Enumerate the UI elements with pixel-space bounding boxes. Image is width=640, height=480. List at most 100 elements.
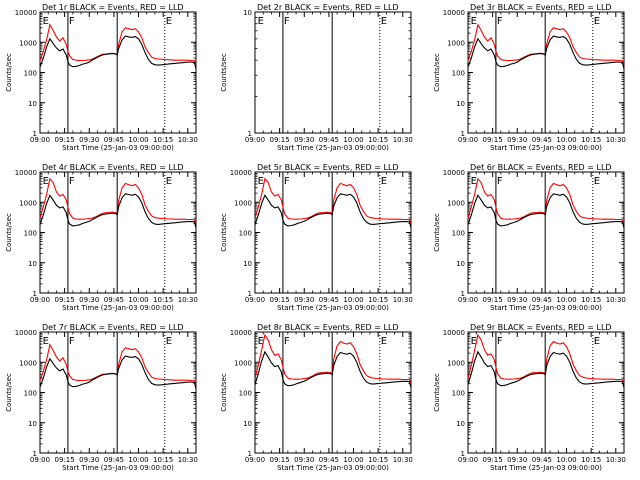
x-tick-label: 10:15 xyxy=(368,456,388,464)
x-tick-label: 09:15 xyxy=(55,296,75,304)
y-axis-label: Counts/sec xyxy=(433,373,441,412)
y-tick-label: 1 xyxy=(461,450,465,458)
marker-label: E xyxy=(166,176,172,187)
y-axis-label: Counts/sec xyxy=(5,53,13,92)
series-line-events xyxy=(467,193,625,229)
x-tick-label: 09:00 xyxy=(458,296,478,304)
x-tick-label: 09:45 xyxy=(104,296,124,304)
panel-det-1r: Det 1r BLACK = Events, RED = LLD 1 10 100 10… xyxy=(5,3,198,152)
x-tick-label: 10:30 xyxy=(393,136,413,144)
series-line-lld xyxy=(39,23,197,65)
y-tick-label: 1 xyxy=(461,290,465,298)
x-tick-label: 09:45 xyxy=(532,136,552,144)
panel-det-5r: Det 5r BLACK = Events, RED = LLD 1 10 100 10… xyxy=(220,163,413,312)
y-axis-label: Counts/sec xyxy=(220,373,228,412)
marker-label: E xyxy=(166,336,172,347)
y-tick-label: 1000 xyxy=(234,359,252,367)
series-line-events xyxy=(39,355,197,390)
y-tick-label: 100 xyxy=(452,70,465,78)
y-axis-label: Counts/sec xyxy=(5,373,13,412)
marker-label: E xyxy=(258,176,264,187)
marker-label: F xyxy=(284,16,290,27)
panel-det-8r: Det 8r BLACK = Events, RED = LLD 1 10 100 10… xyxy=(220,323,413,472)
x-axis-label: Start Time (25-Jan-03 09:00:00) xyxy=(277,304,389,312)
x-tick-label: 09:45 xyxy=(532,456,552,464)
series-line-lld xyxy=(254,177,412,224)
x-tick-label: 10:15 xyxy=(581,456,601,464)
x-tick-label: 09:30 xyxy=(79,456,99,464)
x-tick-label: 09:15 xyxy=(270,456,290,464)
x-tick-label: 09:30 xyxy=(294,456,314,464)
series-line-events xyxy=(254,193,412,229)
x-tick-label: 09:15 xyxy=(483,136,503,144)
x-axis-label: Start Time (25-Jan-03 09:00:00) xyxy=(277,464,389,472)
series-line-events xyxy=(467,350,625,388)
y-axis-label: Counts/sec xyxy=(220,53,228,92)
marker-label: F xyxy=(284,176,290,187)
series-line-lld xyxy=(39,343,197,385)
plot-frame xyxy=(254,171,412,294)
x-tick-label: 09:00 xyxy=(30,296,50,304)
y-tick-label: 1000 xyxy=(19,359,37,367)
x-tick-label: 09:15 xyxy=(55,136,75,144)
y-tick-label: 10 xyxy=(28,260,37,268)
x-tick-label: 10:00 xyxy=(128,456,148,464)
x-tick-label: 09:00 xyxy=(30,136,50,144)
series-line-lld xyxy=(467,23,625,65)
marker-label: F xyxy=(497,16,503,27)
plot-frame xyxy=(467,171,625,294)
x-tick-label: 10:30 xyxy=(178,296,198,304)
marker-label: E xyxy=(258,16,264,27)
y-axis-label: Counts/sec xyxy=(433,53,441,92)
x-tick-label: 10:00 xyxy=(343,296,363,304)
x-tick-label: 09:15 xyxy=(270,136,290,144)
panel-title: Det 9r BLACK = Events, RED = LLD xyxy=(470,323,612,332)
marker-label: E xyxy=(258,336,264,347)
marker-label: E xyxy=(471,176,477,187)
y-tick-label: 100 xyxy=(452,390,465,398)
plot-frame xyxy=(254,331,412,454)
y-tick-label: 10 xyxy=(243,9,252,17)
marker-label: F xyxy=(69,336,75,347)
series-line-lld xyxy=(39,177,197,224)
y-tick-label: 1000 xyxy=(234,199,252,207)
y-tick-label: 1000 xyxy=(447,359,465,367)
y-tick-label: 10 xyxy=(243,420,252,428)
x-tick-label: 10:30 xyxy=(606,136,626,144)
panel-det-6r: Det 6r BLACK = Events, RED = LLD 1 10 100 10… xyxy=(433,163,626,312)
panel-title: Det 4r BLACK = Events, RED = LLD xyxy=(42,163,184,172)
x-tick-label: 09:15 xyxy=(483,296,503,304)
panel-det-4r: Det 4r BLACK = Events, RED = LLD 1 10 100 10… xyxy=(5,163,198,312)
x-tick-label: 10:00 xyxy=(343,136,363,144)
x-tick-label: 10:30 xyxy=(393,456,413,464)
marker-label: F xyxy=(69,16,75,27)
x-axis-label: Start Time (25-Jan-03 09:00:00) xyxy=(62,304,174,312)
x-axis-label: Start Time (25-Jan-03 09:00:00) xyxy=(277,144,389,152)
series-line-lld xyxy=(467,333,625,384)
y-tick-label: 10 xyxy=(28,420,37,428)
x-tick-label: 09:45 xyxy=(319,296,339,304)
y-tick-label: 1 xyxy=(248,130,252,138)
x-tick-label: 09:00 xyxy=(30,456,50,464)
x-tick-label: 10:15 xyxy=(368,296,388,304)
marker-label: E xyxy=(594,16,600,27)
x-tick-label: 10:00 xyxy=(556,456,576,464)
x-tick-label: 09:30 xyxy=(507,296,527,304)
x-tick-label: 09:15 xyxy=(270,296,290,304)
x-tick-label: 09:30 xyxy=(79,136,99,144)
panel-title: Det 2r BLACK = Events, RED = LLD xyxy=(257,3,399,12)
y-tick-label: 100 xyxy=(239,230,252,238)
x-tick-label: 10:00 xyxy=(128,136,148,144)
x-tick-label: 10:30 xyxy=(393,296,413,304)
x-tick-label: 09:45 xyxy=(532,296,552,304)
y-tick-label: 1 xyxy=(248,450,252,458)
panel-title: Det 3r BLACK = Events, RED = LLD xyxy=(470,3,612,12)
x-tick-label: 09:45 xyxy=(104,456,124,464)
y-tick-label: 10 xyxy=(243,260,252,268)
x-tick-label: 09:00 xyxy=(245,296,265,304)
x-tick-label: 10:00 xyxy=(556,136,576,144)
y-tick-label: 10 xyxy=(456,100,465,108)
plot-frame xyxy=(39,11,197,134)
x-tick-label: 10:15 xyxy=(153,136,173,144)
x-axis-label: Start Time (25-Jan-03 09:00:00) xyxy=(490,144,602,152)
